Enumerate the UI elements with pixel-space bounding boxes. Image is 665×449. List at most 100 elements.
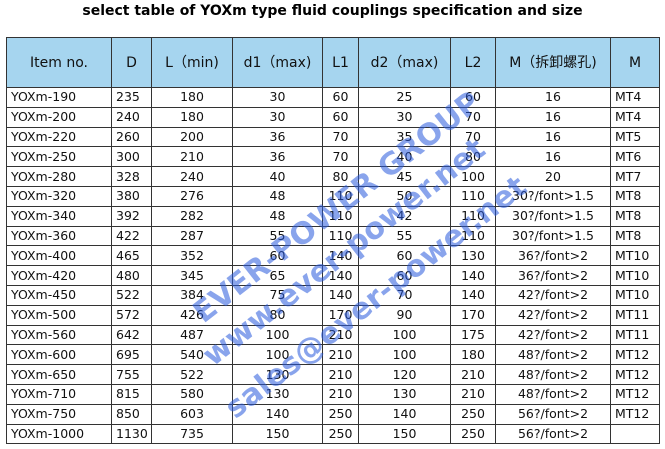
table-cell: YOXm-220 — [6, 126, 112, 148]
table-cell: 180 — [450, 344, 496, 366]
table-cell: 250 — [322, 423, 359, 445]
table-cell: 110 — [322, 185, 359, 207]
table-cell: 42?/font>2 — [495, 284, 611, 306]
table-row: YOXm-750 850 603 140 250 140 250 56?/font>2 MT12 — [6, 403, 660, 425]
table-cell: MT10 — [610, 245, 660, 267]
table-cell: 175 — [450, 324, 496, 346]
table-cell: 210 — [322, 364, 359, 385]
table-cell: MT10 — [610, 284, 660, 306]
table-row: YOXm-360 422 287 55 110 55 110 30?/font>1.5 MT8 — [6, 225, 660, 247]
table-cell: 140 — [358, 403, 451, 425]
table-cell: 140 — [322, 265, 359, 286]
table-cell: YOXm-280 — [6, 166, 112, 187]
table-cell: 180 — [151, 87, 233, 108]
table-cell: 422 — [111, 225, 152, 247]
table-cell: 16 — [495, 146, 611, 168]
table-cell: 48?/font>2 — [495, 344, 611, 366]
table-cell: 36 — [232, 146, 323, 168]
table-cell: 60 — [322, 106, 359, 128]
table-cell: MT6 — [610, 146, 660, 168]
table-cell: 30?/font>1.5 — [495, 185, 611, 207]
table-cell: 580 — [151, 383, 233, 405]
table-cell: 352 — [151, 245, 233, 267]
table-cell: 210 — [450, 383, 496, 405]
table-cell: 180 — [151, 106, 233, 128]
table-cell: 42 — [358, 205, 451, 227]
table-cell: 80 — [450, 146, 496, 168]
table-cell: 42?/font>2 — [495, 324, 611, 346]
table-cell: 695 — [111, 344, 152, 366]
table-cell: MT7 — [610, 166, 660, 187]
table-cell: 110 — [322, 205, 359, 227]
table-cell: YOXm-650 — [6, 364, 112, 385]
table-cell: MT12 — [610, 383, 660, 405]
table-cell: 850 — [111, 403, 152, 425]
table-cell: 60 — [450, 87, 496, 108]
table-cell: MT8 — [610, 225, 660, 247]
table-cell: 48 — [232, 185, 323, 207]
table-cell: 380 — [111, 185, 152, 207]
table-cell: 235 — [111, 87, 152, 108]
table-cell: 70 — [450, 106, 496, 128]
table-cell: 426 — [151, 304, 233, 326]
table-cell: 60 — [358, 245, 451, 267]
table-cell: 150 — [232, 423, 323, 445]
table-cell: 70 — [322, 146, 359, 168]
table-cell: MT12 — [610, 364, 660, 385]
table-cell: 56?/font>2 — [495, 423, 611, 445]
table-cell: 240 — [151, 166, 233, 187]
header-cell: M — [610, 37, 660, 88]
table-cell: 287 — [151, 225, 233, 247]
header-cell: L（min) — [151, 37, 233, 88]
table-cell: 110 — [450, 225, 496, 247]
table-cell: 1130 — [111, 423, 152, 445]
table-cell: YOXm-250 — [6, 146, 112, 168]
table-cell: YOXm-320 — [6, 185, 112, 207]
table-cell: 40 — [232, 166, 323, 187]
table-cell: 110 — [322, 225, 359, 247]
table-cell: YOXm-500 — [6, 304, 112, 326]
table-row: YOXm-320 380 276 48 110 50 110 30?/font>1.5 MT8 — [6, 185, 660, 207]
table-cell: 70 — [450, 126, 496, 148]
table-cell: 100 — [232, 344, 323, 366]
table-cell: 384 — [151, 284, 233, 306]
table-cell: 20 — [495, 166, 611, 187]
table-cell: 130 — [358, 383, 451, 405]
table-row: YOXm-600 695 540 100 210 100 180 48?/font>2 MT12 — [6, 344, 660, 366]
table-cell: 30 — [232, 87, 323, 108]
table-cell: MT4 — [610, 87, 660, 108]
table-cell: 56?/font>2 — [495, 403, 611, 425]
table-row: YOXm-190 235 180 30 60 25 60 16 MT4 — [6, 87, 660, 108]
header-cell: d1（max) — [232, 37, 323, 88]
table-cell: 30?/font>1.5 — [495, 225, 611, 247]
table-cell: 100 — [450, 166, 496, 187]
table-body: YOXm-190 235 180 30 60 25 60 16 MT4 YOXm-200 240 18… — [6, 87, 660, 445]
table-cell: YOXm-420 — [6, 265, 112, 286]
table-cell: MT5 — [610, 126, 660, 148]
table-cell: MT8 — [610, 205, 660, 227]
table-cell: YOXm-400 — [6, 245, 112, 267]
table-cell: 100 — [358, 344, 451, 366]
table-cell: 120 — [358, 364, 451, 385]
table-cell: YOXm-710 — [6, 383, 112, 405]
table-cell: 70 — [322, 126, 359, 148]
header-cell: L2 — [450, 37, 496, 88]
table-cell: 50 — [358, 185, 451, 207]
table-cell — [610, 423, 660, 445]
table-cell: 36?/font>2 — [495, 245, 611, 267]
table-cell: 42?/font>2 — [495, 304, 611, 326]
table-cell: 110 — [450, 185, 496, 207]
table-cell: YOXm-190 — [6, 87, 112, 108]
table-cell: 260 — [111, 126, 152, 148]
header-cell: L1 — [322, 37, 359, 88]
table-cell: 35 — [358, 126, 451, 148]
table-cell: 250 — [450, 423, 496, 445]
table-cell: 210 — [322, 324, 359, 346]
table-cell: MT11 — [610, 304, 660, 326]
header-cell: d2（max) — [358, 37, 451, 88]
table-cell: 70 — [358, 284, 451, 306]
table-cell: 480 — [111, 265, 152, 286]
header-row: Item no. D L（min) d1（max) L1 d2（max) L2 M（拆卸螺孔)… — [6, 37, 660, 88]
table-cell: 345 — [151, 265, 233, 286]
